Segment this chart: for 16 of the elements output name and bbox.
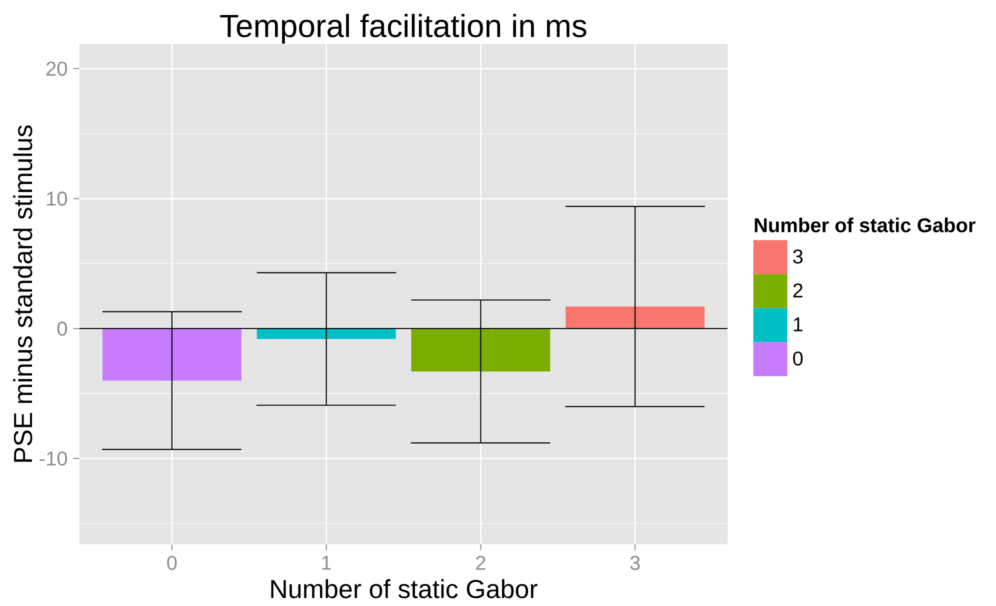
y-tick-label: -10 [40,451,67,466]
y-tick-label: 20 [46,62,67,76]
x-tick-label: 2 [476,556,486,570]
x-axis-title: Number of static Gabor [271,579,538,598]
chart-title: Temporal facilitation in ms [220,14,586,44]
x-tick-label: 1 [322,556,331,570]
legend-title: Number of static Gabor [754,218,976,232]
x-tick-label: 0 [167,556,177,570]
legend-label: 0 [793,351,803,366]
x-tick-label: 3 [630,556,640,570]
y-axis-title: PSE minus standard stimulus [13,125,32,462]
legend-label: 3 [793,249,803,264]
y-tick-label: 0 [57,322,67,336]
y-tick-label: 10 [47,192,67,206]
legend-label: 2 [793,283,802,298]
legend-label: 1 [794,318,802,332]
